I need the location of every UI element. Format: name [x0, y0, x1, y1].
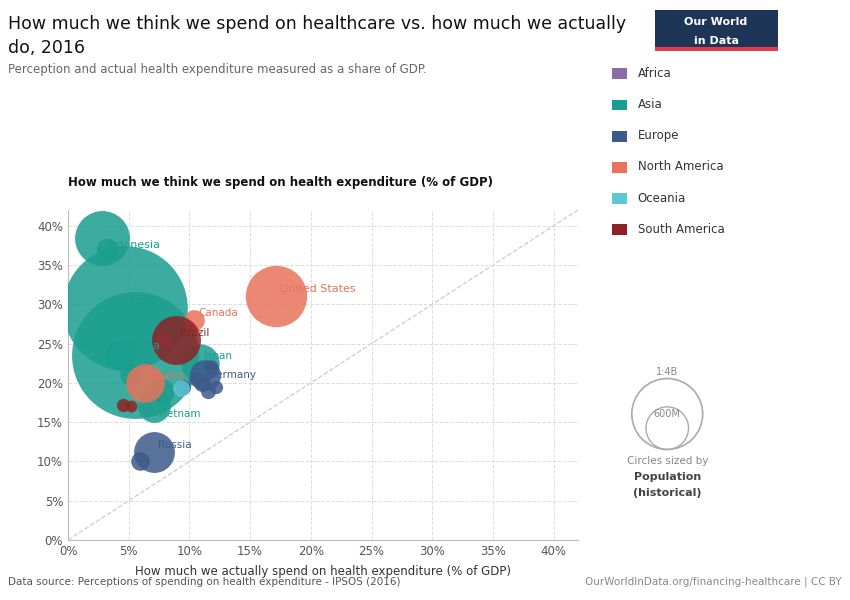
- X-axis label: How much we actually spend on health expenditure (% of GDP): How much we actually spend on health exp…: [135, 565, 511, 578]
- Point: [118, 304, 132, 313]
- Text: Data source: Perceptions of spending on health expenditure - IPSOS (2016): Data source: Perceptions of spending on …: [8, 577, 401, 587]
- Text: 1:4B: 1:4B: [656, 367, 678, 377]
- Point: [195, 378, 208, 388]
- Text: Oceania: Oceania: [638, 191, 686, 205]
- Text: OurWorldInData.org/financing-healthcare | CC BY: OurWorldInData.org/financing-healthcare …: [585, 576, 842, 587]
- Text: Mexico: Mexico: [148, 371, 184, 381]
- Point: [116, 400, 129, 410]
- Text: South America: South America: [638, 223, 724, 236]
- Text: North America: North America: [638, 160, 723, 173]
- Text: (historical): (historical): [633, 488, 701, 498]
- Text: Perception and actual health expenditure measured as a share of GDP.: Perception and actual health expenditure…: [8, 63, 428, 76]
- Text: United States: United States: [280, 284, 356, 294]
- Point: [205, 362, 218, 372]
- Point: [124, 401, 138, 411]
- Point: [138, 378, 151, 388]
- Point: [169, 335, 183, 344]
- Point: [209, 382, 223, 392]
- Text: China: China: [128, 341, 161, 352]
- Text: Russia: Russia: [158, 440, 191, 449]
- Point: [112, 355, 126, 364]
- Point: [95, 233, 109, 242]
- Text: Brazil: Brazil: [179, 328, 209, 338]
- Text: Europe: Europe: [638, 129, 679, 142]
- Text: in Data: in Data: [694, 36, 739, 46]
- Text: Circles sized by: Circles sized by: [626, 456, 708, 466]
- Point: [194, 358, 207, 368]
- Point: [189, 374, 202, 384]
- Text: Canada: Canada: [198, 308, 238, 319]
- Text: Indonesia: Indonesia: [107, 240, 161, 250]
- Point: [177, 382, 190, 392]
- Point: [100, 244, 114, 254]
- Text: How much we think we spend on health expenditure (% of GDP): How much we think we spend on health exp…: [68, 176, 493, 189]
- Point: [123, 370, 137, 380]
- Point: [201, 386, 214, 395]
- Text: Vietnam: Vietnam: [158, 409, 201, 419]
- Point: [174, 383, 188, 393]
- Point: [113, 350, 127, 360]
- Point: [198, 370, 212, 380]
- Point: [156, 335, 169, 344]
- Text: India: India: [130, 296, 157, 306]
- Point: [128, 350, 142, 360]
- Point: [147, 447, 161, 457]
- Text: Germany: Germany: [209, 370, 257, 380]
- Text: Asia: Asia: [638, 98, 662, 111]
- Text: do, 2016: do, 2016: [8, 39, 86, 57]
- Point: [155, 386, 168, 395]
- Point: [133, 457, 146, 466]
- Text: How much we think we spend on healthcare vs. how much we actually: How much we think we spend on healthcare…: [8, 15, 626, 33]
- Text: Our World: Our World: [684, 17, 748, 28]
- Text: Africa: Africa: [638, 67, 672, 80]
- Text: Population: Population: [633, 472, 701, 482]
- Point: [147, 401, 161, 411]
- Point: [269, 292, 282, 301]
- Point: [188, 315, 201, 325]
- Text: 600M: 600M: [654, 409, 681, 419]
- Text: Japan: Japan: [204, 351, 233, 361]
